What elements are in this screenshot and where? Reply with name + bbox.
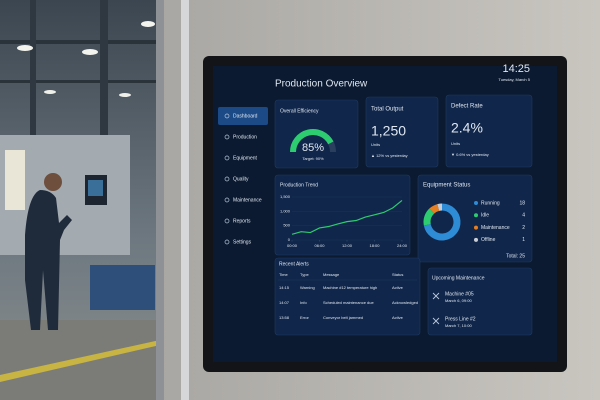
wrench-icon xyxy=(432,292,440,300)
y-tick-label: 0 xyxy=(288,237,291,242)
sidebar-item[interactable]: Maintenance xyxy=(233,197,262,203)
legend-value: 1 xyxy=(522,237,525,243)
table-cell: Info xyxy=(300,300,307,305)
kpi-value: 1,250 xyxy=(371,123,406,139)
sidebar-item[interactable]: Reports xyxy=(233,218,251,224)
table-cell: 13:58 xyxy=(279,315,290,320)
kpi-change: ▼ 0.6% vs yesterday xyxy=(451,152,489,157)
sidebar-item[interactable]: Equipment xyxy=(233,155,258,161)
equipment-total: Total: 25 xyxy=(506,253,525,259)
card xyxy=(274,174,411,256)
legend-value: 2 xyxy=(522,225,525,231)
card-title: Equipment Status xyxy=(423,183,470,189)
sidebar-item[interactable]: Production xyxy=(233,134,257,140)
date: Tuesday, March 5 xyxy=(498,77,530,82)
table-header: Time xyxy=(279,272,289,277)
factory-details xyxy=(0,0,160,400)
x-tick-label: 00:00 xyxy=(287,243,298,248)
x-tick-label: 06:00 xyxy=(314,243,325,248)
kpi-unit: Units xyxy=(371,142,380,147)
table-cell: Active xyxy=(392,315,404,320)
table-cell: Acknowledged xyxy=(392,300,418,305)
donut-segment xyxy=(423,203,461,241)
card xyxy=(365,96,439,168)
clock: 14:25 xyxy=(502,63,530,75)
sidebar-icon xyxy=(224,155,230,161)
y-tick-label: 1,000 xyxy=(280,208,291,213)
legend-swatch xyxy=(474,201,478,205)
sidebar-icon xyxy=(224,134,230,140)
card xyxy=(427,267,533,336)
trend-line xyxy=(291,199,403,235)
table-header: Message xyxy=(323,272,340,277)
x-tick-label: 18:00 xyxy=(369,243,380,248)
table-header: Type xyxy=(300,272,309,277)
table-cell: Error xyxy=(300,315,310,320)
legend-swatch xyxy=(474,213,478,218)
table-cell: 14:15 xyxy=(279,285,290,290)
card xyxy=(445,94,533,168)
gauge-value xyxy=(290,129,334,153)
table-cell: Conveyor belt jammed xyxy=(323,315,363,320)
sidebar-icon xyxy=(224,197,230,203)
card-title: Upcoming Maintenance xyxy=(432,275,485,281)
y-tick-label: 1,500 xyxy=(280,194,291,199)
x-tick-label: 12:00 xyxy=(342,243,353,248)
sidebar-icon xyxy=(224,113,230,119)
maintenance-name: Press Line #2 xyxy=(445,316,476,322)
legend-value: 4 xyxy=(522,213,525,219)
table-cell: Machine #12 temperature high xyxy=(323,285,377,290)
table-cell: Scheduled maintenance due xyxy=(323,300,374,305)
legend-label: Maintenance xyxy=(481,225,510,231)
card-title: Defect Rate xyxy=(451,104,483,110)
frame xyxy=(156,0,164,400)
gauge-label: 85% xyxy=(302,142,324,154)
donut-segment xyxy=(429,204,440,214)
legend-value: 18 xyxy=(519,200,525,206)
legend-swatch xyxy=(474,237,478,242)
sidebar-item[interactable]: Quality xyxy=(233,176,249,182)
card xyxy=(417,174,533,263)
table-cell: Active xyxy=(392,285,404,290)
sidebar-item[interactable]: Settings xyxy=(233,239,252,245)
page-title: Production Overview xyxy=(275,79,368,90)
x-tick-label: 24:00 xyxy=(397,243,408,248)
card xyxy=(274,257,421,336)
donut-segment xyxy=(423,208,435,226)
kpi-value: 2.4% xyxy=(451,120,483,136)
card-title: Overall Efficiency xyxy=(280,108,319,114)
card-title: Total Output xyxy=(371,107,404,113)
sidebar-active xyxy=(218,107,268,125)
sidebar-icon xyxy=(224,239,230,245)
table-cell: 14:07 xyxy=(279,300,290,305)
gauge-target: Target: 90% xyxy=(302,156,324,161)
maintenance-name: Machine #05 xyxy=(445,291,474,297)
legend-label: Idle xyxy=(481,213,489,219)
legend-swatch xyxy=(474,225,478,230)
wrench-icon xyxy=(432,317,440,325)
kpi-change: ▲ 12% vs yesterday xyxy=(371,153,408,158)
sidebar-item[interactable]: Dashboard xyxy=(233,113,258,119)
table-cell: Warning xyxy=(300,285,315,290)
legend-label: Running xyxy=(481,200,500,206)
sidebar-icon xyxy=(224,176,230,182)
card-title: Production Trend xyxy=(280,182,318,188)
pipe xyxy=(181,0,189,400)
sidebar-icon xyxy=(224,218,230,224)
legend-label: Offline xyxy=(481,237,496,243)
table-header: Status xyxy=(392,272,403,277)
kpi-unit: Units xyxy=(451,141,460,146)
y-tick-label: 500 xyxy=(283,223,290,228)
maintenance-date: March 7, 10:00 xyxy=(445,323,472,328)
card-title: Recent Alerts xyxy=(279,261,309,267)
maintenance-date: March 6, 09:00 xyxy=(445,298,472,303)
